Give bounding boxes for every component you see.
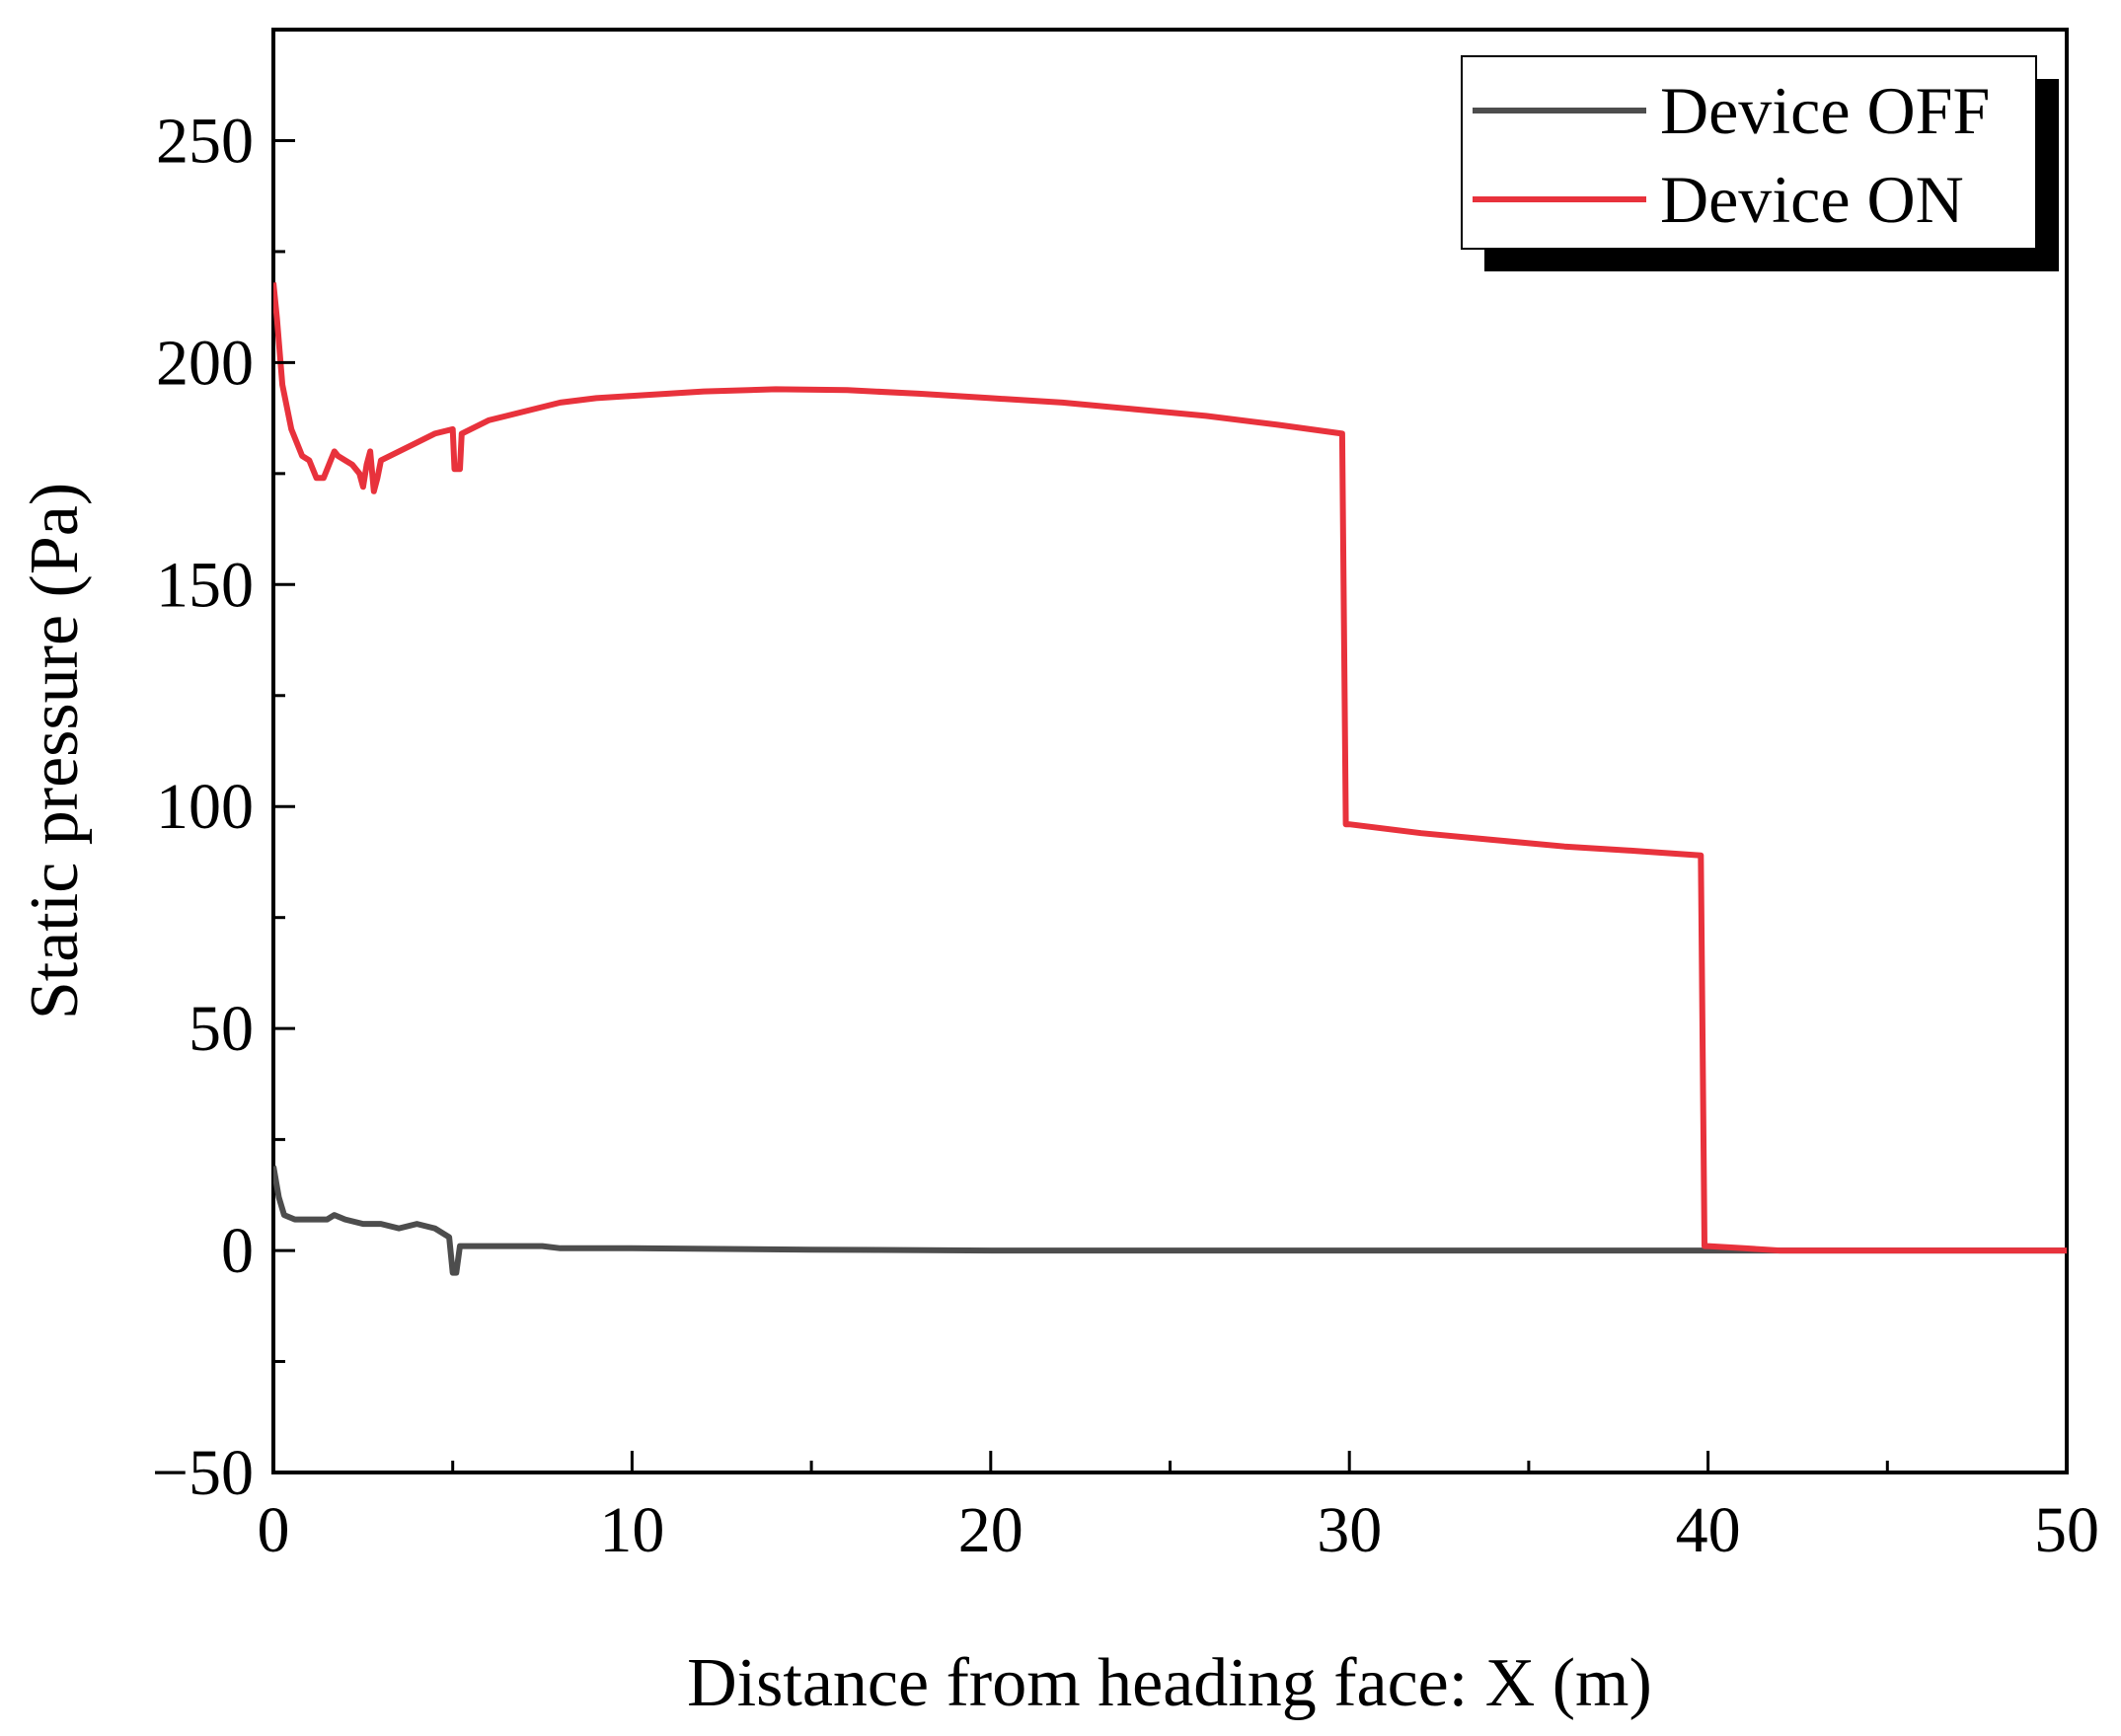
legend-box [1461,55,2037,250]
x-tick-label: 40 [1676,1494,1741,1566]
y-tick-label: −50 [152,1437,254,1509]
x-tick-label: 50 [2034,1494,2099,1566]
y-tick-label: 100 [156,771,254,843]
y-axis: −50 0 50 100 150 200 250 [152,28,295,1509]
series-layer [273,282,2067,1276]
x-tick-label: 20 [958,1494,1023,1566]
x-tick-label: 10 [599,1494,664,1566]
legend: Device OFF Device ON [1461,55,2059,271]
x-tick-label: 0 [258,1494,290,1566]
y-axis-title: Static pressure (Pa) [17,483,93,1019]
legend-label-device-on: Device ON [1660,162,1964,237]
x-axis-title: Distance from heading face: X (m) [687,1645,1652,1721]
legend-label-device-off: Device OFF [1660,73,1990,148]
y-tick-label: 50 [189,993,254,1065]
series-line-device-on [273,282,2067,1254]
series-line-device-off [273,1166,2067,1276]
x-tick-label: 30 [1317,1494,1382,1566]
x-axis: 0 10 20 30 40 50 [258,1451,2099,1566]
y-tick-label: 200 [156,327,254,399]
y-tick-label: 250 [156,105,254,177]
y-tick-label: 150 [156,549,254,621]
y-tick-label: 0 [221,1215,254,1287]
